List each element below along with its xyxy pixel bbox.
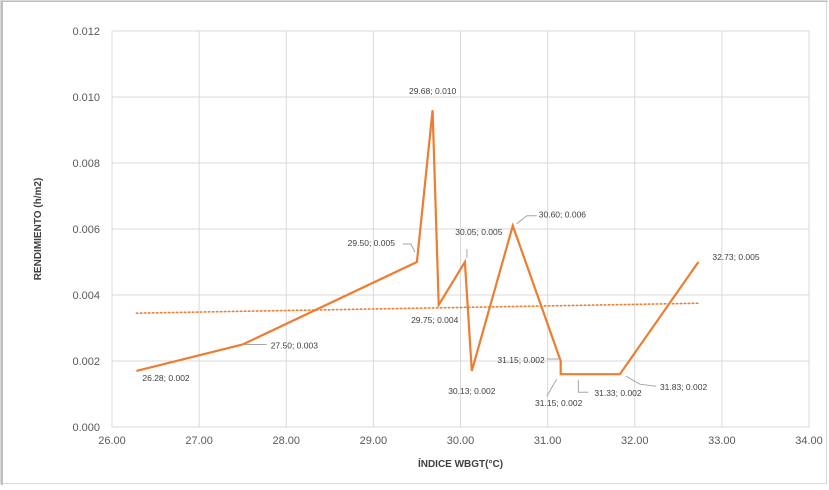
data-label: 32.73; 0.005	[712, 252, 760, 262]
y-tick-label: 0.002	[72, 356, 100, 368]
data-label: 30.60; 0.006	[539, 210, 587, 220]
y-tick-label: 0.012	[72, 26, 100, 38]
data-label: 31.83; 0.002	[660, 382, 708, 392]
x-tick-label: 34.00	[795, 435, 823, 447]
y-tick-label: 0.000	[72, 422, 100, 434]
data-label: 30.13; 0.002	[448, 386, 496, 396]
data-label-leader	[546, 378, 558, 397]
data-label-leader	[625, 375, 656, 387]
data-label-leader	[516, 215, 537, 225]
data-label: 29.50; 0.005	[348, 238, 396, 248]
y-tick-label: 0.008	[72, 158, 100, 170]
data-labels-layer: 26.28; 0.002 27.50; 0.003 29.50; 0.005 29.6…	[142, 86, 759, 408]
y-tick-labels: 0.000 0.002 0.004 0.006 0.008 0.010 0.012	[72, 26, 100, 434]
x-tick-label: 32.00	[621, 435, 649, 447]
series-layer	[136, 110, 700, 376]
y-tick-label: 0.004	[72, 290, 100, 302]
y-axis-title: RENDIMIENTO (h/m2)	[33, 178, 44, 281]
x-tick-label: 29.00	[360, 435, 388, 447]
data-label: 31.33; 0.002	[594, 388, 642, 398]
data-label-leader	[577, 380, 589, 393]
data-label: 31.15; 0.002	[535, 398, 583, 408]
data-label: 29.68; 0.010	[409, 86, 457, 96]
grid-lines	[111, 30, 810, 428]
series-line	[136, 110, 700, 376]
x-tick-label: 33.00	[708, 435, 736, 447]
x-axis-title: ÍNDICE WBGT(°C)	[418, 457, 503, 470]
x-tick-label: 31.00	[534, 435, 562, 447]
frame-left-border	[1, 1, 3, 485]
x-tick-label: 26.00	[98, 435, 126, 447]
x-tick-label: 27.00	[185, 435, 213, 447]
x-tick-label: 30.00	[447, 435, 475, 447]
x-tick-label: 28.00	[272, 435, 300, 447]
trendline	[135, 302, 700, 314]
y-tick-label: 0.006	[72, 224, 100, 236]
data-label: 31.15; 0.002	[497, 355, 545, 365]
data-label: 29.75; 0.004	[411, 315, 459, 325]
data-label: 30.05; 0.005	[455, 227, 503, 237]
y-tick-label: 0.010	[72, 92, 100, 104]
data-label: 26.28; 0.002	[142, 373, 190, 383]
x-tick-labels: 26.00 27.00 28.00 29.00 30.00 31.00 32.00 33.00…	[98, 435, 823, 447]
data-label-leader	[402, 243, 416, 253]
frame-top-border	[1, 1, 828, 2]
data-label: 27.50; 0.003	[271, 341, 319, 351]
